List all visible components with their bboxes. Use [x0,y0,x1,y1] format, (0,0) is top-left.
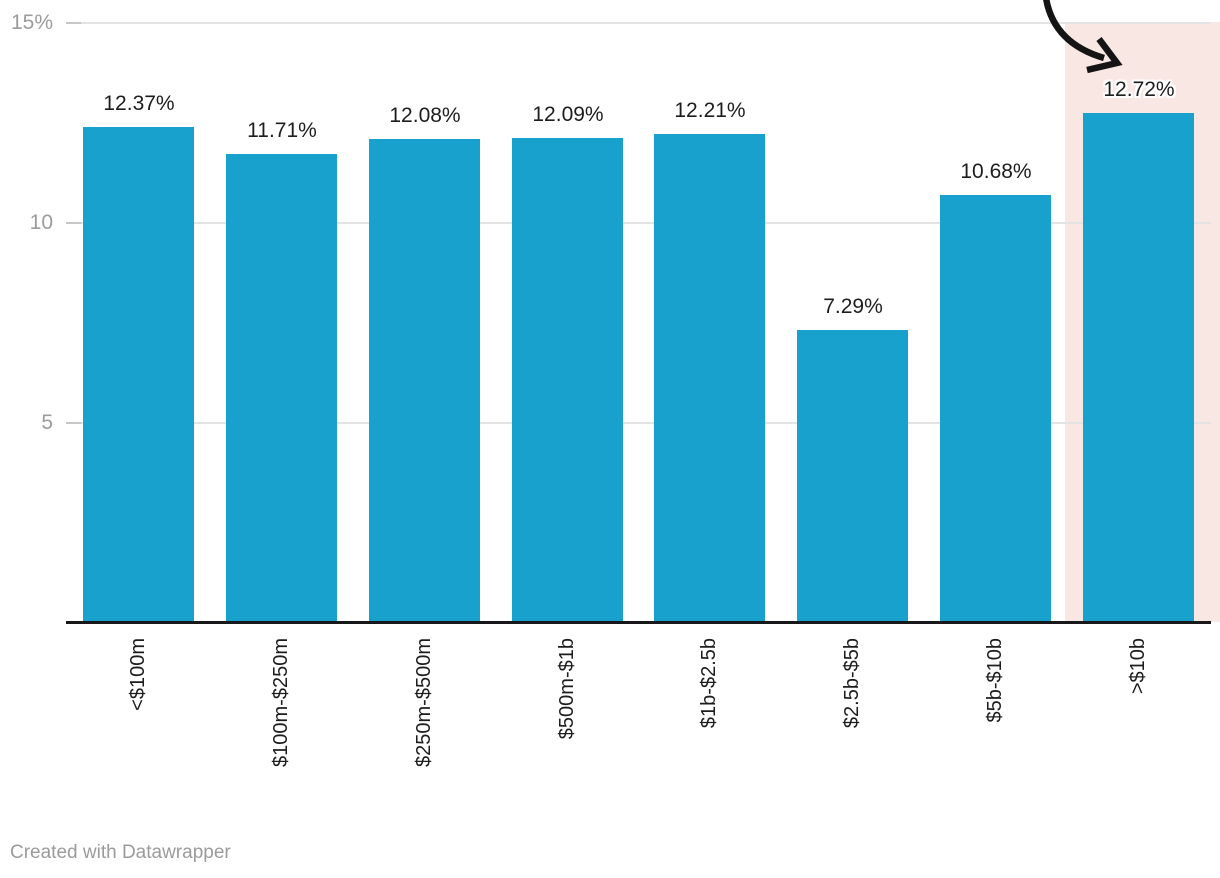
annotation-arrow-icon [1043,0,1123,74]
bar-value-label: 11.71% [247,119,317,142]
bar-value-label: 12.37% [103,92,175,115]
y-axis-tick [66,222,81,224]
y-tick-label: 10 [29,211,53,234]
bar[interactable] [1083,113,1194,622]
y-tick-label: 15% [10,11,53,34]
y-axis-tick [66,422,81,424]
bar[interactable] [369,139,480,622]
x-axis-label: $250m-$500m [413,638,435,767]
x-axis-label: <$100m [127,638,149,711]
bar[interactable] [654,134,765,622]
y-gridline [66,422,1211,424]
x-axis-label: $500m-$1b [556,638,578,740]
x-axis-label: $5b-$10b [984,638,1006,723]
y-tick-label: 5 [41,411,53,434]
bar-value-label: 12.09% [532,103,604,126]
bar[interactable] [512,138,623,622]
x-axis-label: $2.5b-$5b [841,638,863,729]
bar[interactable] [83,127,194,622]
y-gridline [66,22,1211,24]
bar[interactable] [940,195,1051,622]
x-axis-label: >$10b [1127,638,1149,695]
credit-text: Created with Datawrapper [10,842,231,863]
bar-value-label: 12.72% [1103,78,1175,101]
bar-value-label: 12.08% [389,104,461,127]
bar-value-label: 12.21% [674,99,746,122]
x-axis-label: $100m-$250m [270,638,292,767]
x-axis-line [66,621,1211,624]
x-axis-label: $1b-$2.5b [698,638,720,729]
y-axis-tick [66,22,81,24]
bar[interactable] [797,330,908,622]
bar-value-label: 7.29% [823,295,883,318]
y-gridline [66,222,1211,224]
bar[interactable] [226,154,337,622]
bar-value-label: 10.68% [960,160,1032,183]
